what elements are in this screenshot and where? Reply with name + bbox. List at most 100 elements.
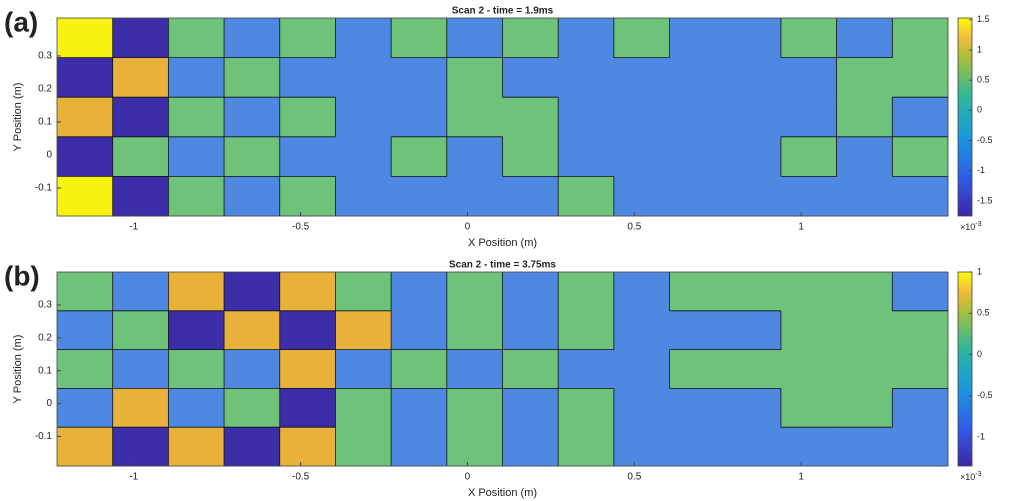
contour-cell xyxy=(669,176,726,217)
contour-cell xyxy=(224,272,281,312)
contour-cell xyxy=(836,349,893,389)
colorbar-tick-label: 0.5 xyxy=(977,308,990,318)
contour-cell xyxy=(446,136,503,177)
colorbar-tick-label: -0.5 xyxy=(977,390,993,400)
contour-cell xyxy=(613,97,671,138)
contour-cell xyxy=(780,176,838,217)
contour-cell xyxy=(836,57,893,98)
contour-cell xyxy=(224,18,281,59)
x-tick-label: -0.5 xyxy=(292,472,310,483)
colorbar xyxy=(957,17,973,217)
contour-cell xyxy=(391,136,448,177)
y-tick-label: 0 xyxy=(46,398,52,409)
contour-cell xyxy=(279,427,336,467)
contour-cell xyxy=(168,176,225,217)
contour-cell xyxy=(446,310,503,351)
contour-cell xyxy=(558,176,615,217)
contour-cell xyxy=(558,310,615,351)
contour-cell xyxy=(892,176,949,217)
plot-frame xyxy=(56,17,949,217)
contour-cell xyxy=(391,349,448,389)
colorbar-exponent: -3 xyxy=(975,221,981,228)
x-tick-label: -1 xyxy=(129,222,138,233)
y-axis-label: Y Position (m) xyxy=(12,335,24,404)
contour-cell xyxy=(613,388,671,428)
contour-cell xyxy=(780,427,838,467)
contour-cell xyxy=(669,18,726,59)
contour-cell xyxy=(279,272,336,312)
contour-cell xyxy=(836,388,893,428)
plot-frame xyxy=(56,271,949,467)
contour-cell xyxy=(57,427,114,467)
contour-cell xyxy=(57,176,114,217)
contour-cell xyxy=(112,57,169,98)
contour-cell xyxy=(669,57,726,98)
colorbar-tick-label: 0 xyxy=(977,349,982,359)
contour-cell xyxy=(892,136,949,177)
contour-cell xyxy=(224,349,281,389)
y-tick-label: -0.1 xyxy=(35,183,53,194)
contour-cell xyxy=(112,272,169,312)
contour-cell xyxy=(57,57,114,98)
contour-cell xyxy=(892,349,949,389)
contour-cell xyxy=(335,176,392,217)
contour-cell xyxy=(613,310,671,351)
colorbar xyxy=(957,271,973,467)
contour-cell xyxy=(391,18,448,59)
contour-cell xyxy=(335,388,392,428)
colorbar-scale: ×10-3 xyxy=(960,221,982,233)
contour-cell xyxy=(446,57,503,98)
contour-cell xyxy=(502,310,559,351)
contour-cell xyxy=(669,388,726,428)
contour-cell xyxy=(57,136,114,177)
contour-cell xyxy=(391,310,448,351)
contour-cell xyxy=(57,349,114,389)
contour-cell xyxy=(836,272,893,312)
y-tick-label: 0.1 xyxy=(38,117,52,128)
y-tick-label: -0.1 xyxy=(35,431,53,442)
contour-cell xyxy=(892,427,949,467)
contour-cell xyxy=(780,272,838,312)
contour-cell xyxy=(57,310,114,351)
contour-cell xyxy=(558,272,615,312)
contour-cell xyxy=(558,427,615,467)
contour-cell xyxy=(224,310,281,351)
contour-cell xyxy=(335,349,392,389)
contour-cell xyxy=(224,136,281,177)
contour-cell xyxy=(613,349,671,389)
contour-cell xyxy=(892,272,949,312)
contour-cell xyxy=(279,136,336,177)
colorbar-scale: ×10-3 xyxy=(960,471,982,483)
contour-cell xyxy=(57,388,114,428)
contour-cell xyxy=(446,349,503,389)
colorbar-tick-label: 1 xyxy=(977,266,982,276)
contour-cell xyxy=(112,97,169,138)
y-tick-label: 0.2 xyxy=(38,332,52,343)
chart-title: Scan 2 - time = 3.75ms xyxy=(449,260,556,271)
contour-cell xyxy=(502,388,559,428)
contour-cell xyxy=(446,97,503,138)
contour-cell xyxy=(725,272,782,312)
x-tick-label: 0 xyxy=(465,472,471,483)
contour-cell xyxy=(836,427,893,467)
contour-cell xyxy=(892,18,949,59)
colorbar-tick-label: 1.5 xyxy=(977,14,990,24)
contour-cell xyxy=(335,310,392,351)
contour-cell xyxy=(836,176,893,217)
contour-cell xyxy=(446,18,503,59)
panel-label: (a) xyxy=(4,6,38,37)
colorbar-tick-label: -1 xyxy=(977,431,985,441)
colorbar-exponent: -3 xyxy=(975,471,981,478)
y-tick-label: 0.3 xyxy=(38,300,52,311)
y-tick-label: 0 xyxy=(46,150,52,161)
contour-cell xyxy=(335,136,392,177)
contour-cell xyxy=(558,388,615,428)
contour-cell xyxy=(446,176,503,217)
y-tick-label: 0.2 xyxy=(38,84,52,95)
contour-cell xyxy=(112,427,169,467)
contour-cell xyxy=(224,57,281,98)
contour-cell xyxy=(279,57,336,98)
contour-cell xyxy=(168,57,225,98)
contour-cell xyxy=(725,388,782,428)
contour-cell xyxy=(669,427,726,467)
